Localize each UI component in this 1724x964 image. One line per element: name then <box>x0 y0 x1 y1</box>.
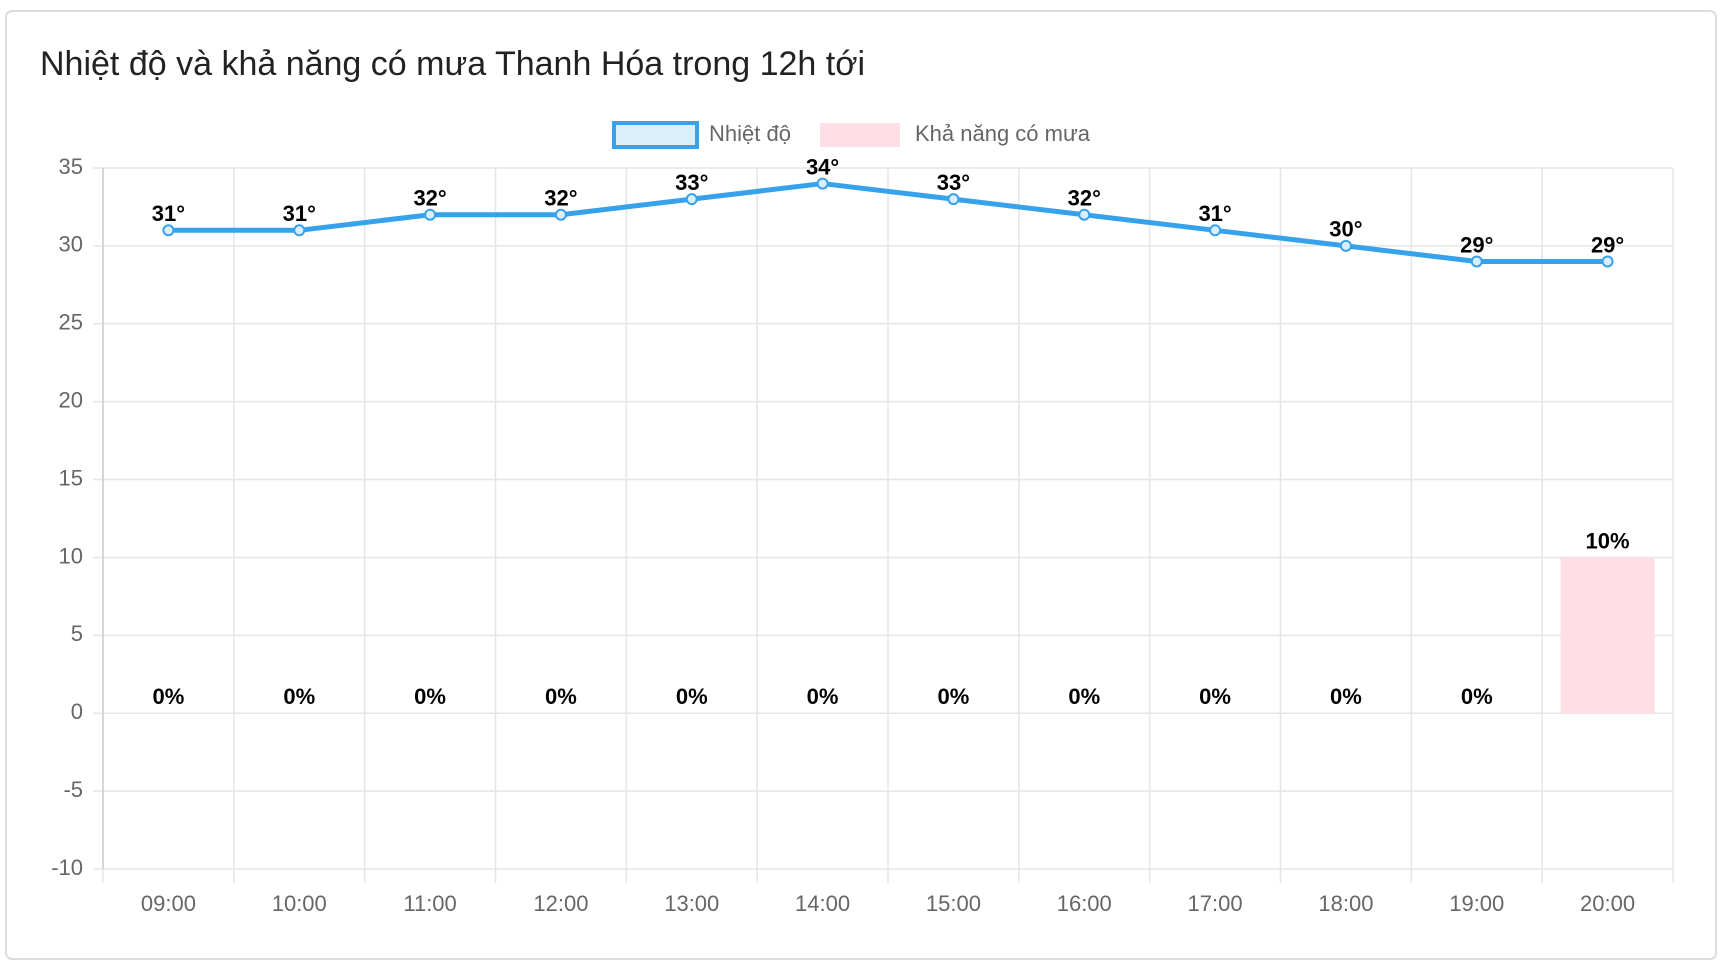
line <box>168 181 1608 264</box>
data-label: 0% <box>545 684 577 709</box>
point <box>424 208 437 221</box>
bar <box>1560 557 1655 714</box>
legend-swatch <box>612 121 699 149</box>
y-tick-label: 20 <box>59 387 83 412</box>
point <box>816 177 829 190</box>
point <box>947 193 960 206</box>
y-tick-label: 10 <box>59 543 83 568</box>
x-tick-label: 18:00 <box>1318 891 1373 916</box>
x-tick-label: 12:00 <box>533 891 588 916</box>
x-tick-label: 10:00 <box>272 891 327 916</box>
data-label: 30° <box>1329 217 1362 242</box>
y-tick-label: -5 <box>63 777 83 802</box>
legend-label: Khả năng có mưa <box>915 121 1091 146</box>
data-label: 33° <box>675 170 708 195</box>
point <box>1078 208 1091 221</box>
data-label: 29° <box>1460 232 1493 257</box>
data-label: 32° <box>544 186 577 211</box>
point <box>685 193 698 206</box>
point <box>293 224 306 237</box>
data-label: 31° <box>152 201 185 226</box>
y-tick-label: 0 <box>71 699 83 724</box>
y-tick-label: 25 <box>59 310 83 335</box>
card <box>5 10 1717 960</box>
y-tick-label: 15 <box>59 465 83 490</box>
x-tick-label: 11:00 <box>403 891 456 916</box>
x-tick-label: 09:00 <box>141 891 196 916</box>
data-label: 10% <box>1586 528 1630 553</box>
legend-label: Nhiệt độ <box>709 121 791 146</box>
data-label: 32° <box>1068 186 1101 211</box>
data-label: 32° <box>413 186 446 211</box>
x-tick-label: 17:00 <box>1188 891 1243 916</box>
point <box>1601 255 1614 268</box>
chart-title: Nhiệt độ và khả năng có mưa Thanh Hóa tr… <box>40 45 865 83</box>
data-label: 33° <box>937 170 970 195</box>
data-label: 0% <box>283 684 315 709</box>
data-label: 31° <box>1198 201 1231 226</box>
data-label: 0% <box>414 684 446 709</box>
data-label: 0% <box>807 684 839 709</box>
x-tick-label: 13:00 <box>664 891 719 916</box>
y-tick-label: 35 <box>59 154 83 179</box>
y-tick-label: 30 <box>59 232 83 257</box>
x-tick-label: 19:00 <box>1449 891 1504 916</box>
point <box>554 208 567 221</box>
x-tick-label: 14:00 <box>795 891 850 916</box>
data-label: 0% <box>676 684 708 709</box>
point <box>1209 224 1222 237</box>
point <box>162 224 175 237</box>
point <box>1339 239 1352 252</box>
data-label: 34° <box>806 154 839 179</box>
y-tick-label: 5 <box>71 621 83 646</box>
y-tick-label: -10 <box>51 855 83 880</box>
x-tick-label: 20:00 <box>1580 891 1635 916</box>
data-label: 0% <box>1330 684 1362 709</box>
data-label: 0% <box>153 684 185 709</box>
legend-swatch <box>820 123 900 147</box>
data-label: 0% <box>938 684 970 709</box>
data-label: 0% <box>1461 684 1493 709</box>
x-tick-label: 15:00 <box>926 891 981 916</box>
data-label: 31° <box>283 201 316 226</box>
point <box>1470 255 1483 268</box>
data-label: 0% <box>1199 684 1231 709</box>
data-label: 29° <box>1591 232 1624 257</box>
x-tick-label: 16:00 <box>1057 891 1112 916</box>
data-label: 0% <box>1068 684 1100 709</box>
